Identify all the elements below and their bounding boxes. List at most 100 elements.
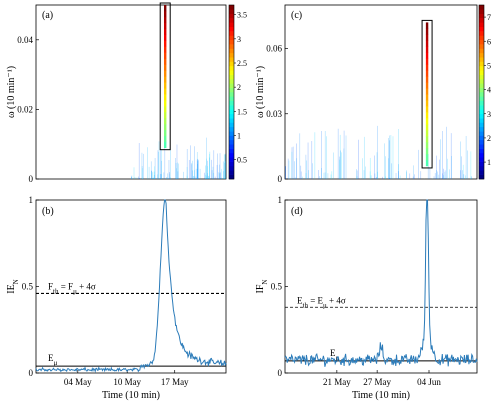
colorbar-tick-label-c-2: 3 <box>487 110 491 119</box>
heatmap-ridge-segment <box>164 40 167 47</box>
colorbar-segment <box>229 157 234 162</box>
heatmap-ridge-segment <box>425 142 429 149</box>
colorbar-segment <box>229 9 234 14</box>
heatmap-ridge-segment <box>164 106 167 113</box>
colorbar-segment <box>229 44 234 49</box>
colorbar-segment <box>479 35 484 41</box>
colorbar-tick-label-a-4: 2.5 <box>237 59 247 68</box>
heatmap-ridge-segment <box>425 76 429 83</box>
ytick-label-a-0: 0 <box>29 174 34 184</box>
colorbar-segment <box>229 13 234 19</box>
colorbar-segment <box>229 96 234 101</box>
colorbar-segment <box>229 48 234 54</box>
heatmap-ridge-segment <box>425 124 429 131</box>
colorbar-segment <box>479 148 484 154</box>
ytick-label-d-2: 1 <box>278 195 283 205</box>
colorbar-segment <box>479 70 484 75</box>
colorbar-frame-c <box>478 4 485 180</box>
colorbar-segment <box>479 61 484 67</box>
colorbar-segment <box>229 74 234 80</box>
heatmap-ridge-segment <box>164 82 167 89</box>
ytick-label-b-1: 0.5 <box>22 282 34 292</box>
colorbar-c: 1 2 3 4 5 6 7 <box>478 4 491 180</box>
colorbar-segment <box>229 78 234 84</box>
colorbar-segment <box>479 31 484 36</box>
colorbar-segment <box>479 131 484 136</box>
colorbar-segment <box>229 139 234 145</box>
heatmap-ridge-segment <box>425 34 429 41</box>
heatmap-ridge-segment <box>164 76 167 83</box>
ylabel-c: ω (10 min⁻¹) <box>255 66 266 118</box>
colorbar-segment <box>479 118 484 123</box>
colorbar-segment <box>479 48 484 54</box>
colorbar-segment <box>479 113 484 119</box>
colorbar-tick-label-a-6: 3.5 <box>237 11 247 20</box>
heatmap-ridge-segment <box>425 118 429 125</box>
colorbar-segment <box>479 18 484 23</box>
colorbar-segment <box>229 39 234 45</box>
panel-label-b: (b) <box>42 206 54 217</box>
colorbar-segment <box>229 105 234 110</box>
colorbar-segment <box>229 118 234 123</box>
xtick-label-d-0: 21 May <box>323 377 351 387</box>
heatmap-ridge-segment <box>164 112 167 119</box>
colorbar-segment <box>479 13 484 19</box>
heatmap-ridge-segment <box>425 70 429 77</box>
colorbar-segment <box>479 122 484 128</box>
heatmap-ridge-segment <box>164 129 167 137</box>
colorbar-a: 0.5 1 1.5 2 2.5 3 3.5 <box>228 4 247 180</box>
heatmap-ridge-segment <box>425 46 429 53</box>
heatmap-ridge-segment <box>425 82 429 89</box>
mean-label-b: Eμ <box>48 353 58 367</box>
ytick-label-b-2: 1 <box>29 195 34 205</box>
colorbar-segment <box>229 31 234 36</box>
colorbar-segment <box>229 135 234 141</box>
xtick-label-b-0: 04 May <box>64 377 92 387</box>
colorbar-segment <box>229 22 234 28</box>
colorbar-segment <box>479 39 484 45</box>
colorbar-segment <box>229 92 234 97</box>
colorbar-segment <box>229 131 234 136</box>
ylabel-b: IEN <box>6 279 20 294</box>
colorbar-segment <box>479 174 484 180</box>
colorbar-segment <box>479 22 484 28</box>
colorbar-segment <box>479 157 484 162</box>
xtick-label-b-1: 10 May <box>113 377 141 387</box>
colorbar-segment <box>479 9 484 14</box>
heatmap-ridge-segment <box>164 58 167 65</box>
highlight-box-a <box>159 2 171 151</box>
colorbar-tick-label-c-6: 7 <box>487 13 491 22</box>
ytick-label-a-2: 0.04 <box>17 35 33 45</box>
heatmap-ridge-segment <box>164 117 167 125</box>
colorbar-segment <box>479 135 484 141</box>
heatmap-ridge-segment <box>164 52 167 59</box>
colorbar-segment <box>479 161 484 167</box>
colorbar-segment <box>479 170 484 175</box>
panel-a: 0 0.02 0.04 (a) ω (10 min⁻¹) 0.5 1 1.5 2 2.5 3 3.5 <box>6 2 247 184</box>
heatmap-ridge-segment <box>425 58 429 65</box>
heatmap-ridge-segment <box>425 22 429 29</box>
colorbar-segment <box>479 26 484 32</box>
heatmap-ridge-segment <box>164 46 167 53</box>
colorbar-segment <box>229 52 234 58</box>
ytick-label-c-1: 0.03 <box>266 109 282 119</box>
heatmap-ridge-segment <box>164 28 167 36</box>
colorbar-segment <box>229 83 234 88</box>
colorbar-segment <box>479 100 484 106</box>
heatmap-ridge-segment <box>425 28 429 35</box>
colorbar-tick-label-c-3: 4 <box>487 86 491 95</box>
colorbar-segment <box>229 26 234 32</box>
threshold-label-b: Fth = Fμ + 4σ <box>48 281 96 295</box>
colorbar-segment <box>479 74 484 80</box>
panel-label-d: (d) <box>291 206 303 217</box>
ytick-label-a-1: 0.02 <box>17 104 33 114</box>
heatmap-ridge-segment <box>425 100 429 107</box>
xtick-label-d-1: 27 May <box>363 377 391 387</box>
colorbar-segment <box>479 87 484 93</box>
heatmap-ridge-segment <box>425 159 429 167</box>
colorbar-segment <box>229 126 234 132</box>
panel-d: 0 0.5 1 (d) IFN 21 May 27 May 04 Jun Time (10 mi… <box>255 195 478 401</box>
colorbar-segment <box>229 109 234 115</box>
heatmap-ridge-segment <box>425 130 429 137</box>
colorbar-tick-label-a-1: 1 <box>237 132 241 141</box>
